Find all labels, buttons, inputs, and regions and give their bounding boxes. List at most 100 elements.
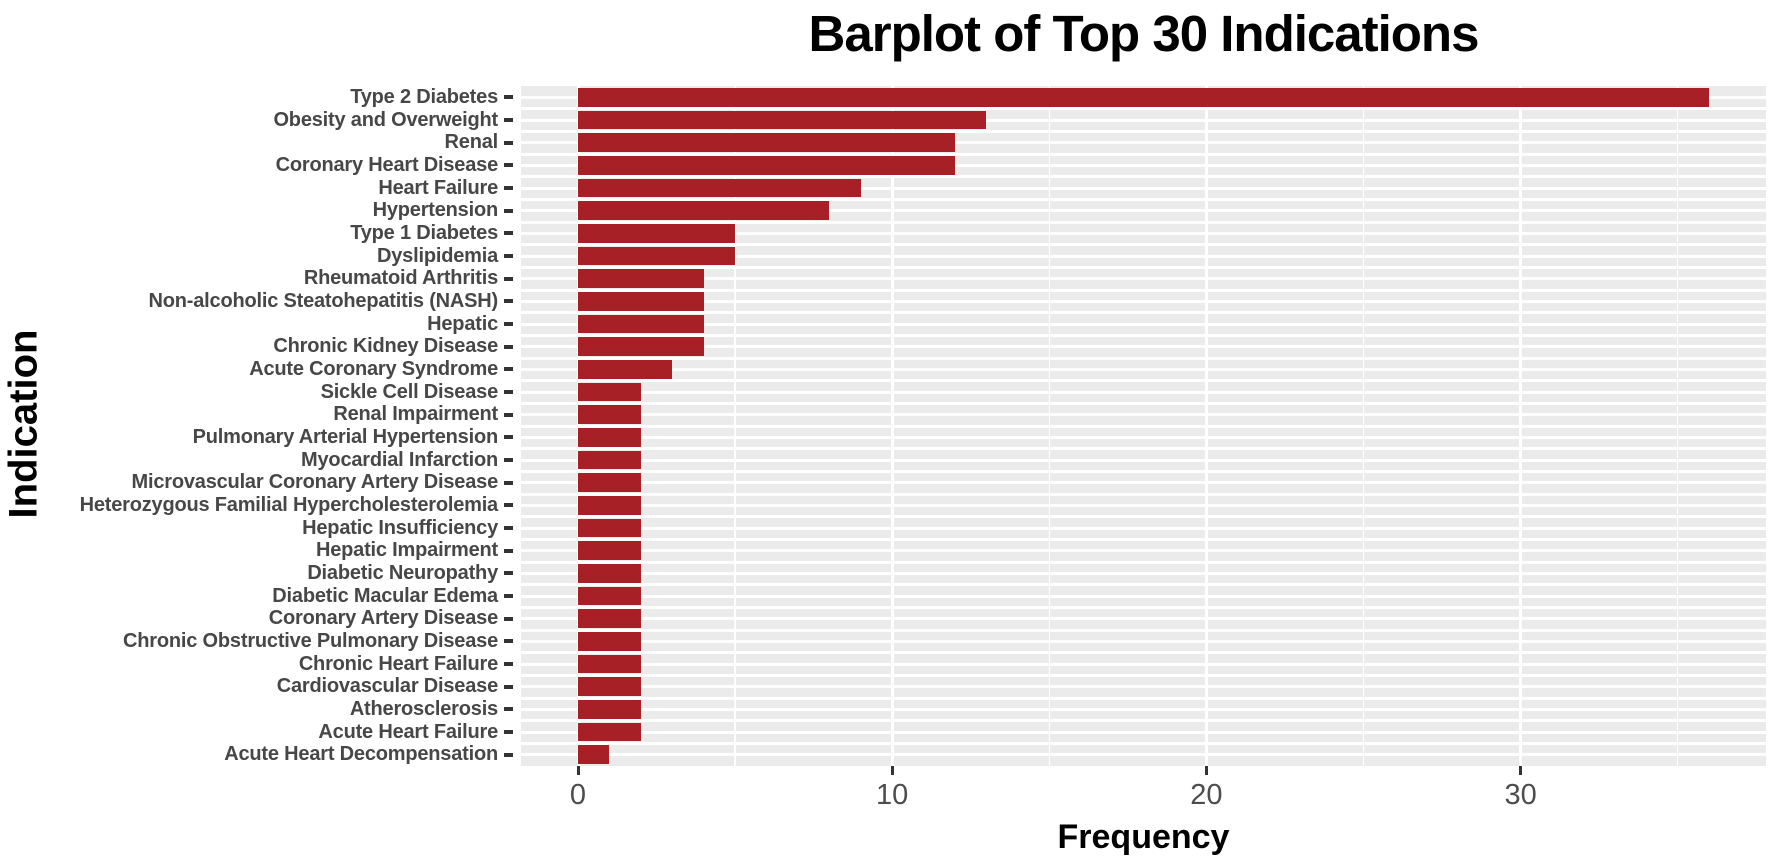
row-separator	[521, 447, 1766, 451]
bar	[578, 382, 641, 402]
bar	[578, 428, 641, 447]
gridline-major-y	[521, 209, 1766, 213]
bar	[578, 586, 641, 606]
gridline-major-y	[521, 186, 1766, 190]
row-separator	[521, 311, 1766, 315]
bar	[578, 337, 704, 356]
row-separator	[521, 333, 1766, 337]
y-tick-mark	[504, 752, 513, 757]
row-separator	[521, 175, 1766, 179]
row-separator	[521, 220, 1766, 224]
bar	[578, 360, 673, 379]
plot-panel	[521, 86, 1766, 766]
y-tick-mark	[504, 458, 513, 462]
gridline-major-y	[521, 299, 1766, 303]
gridline-major-y	[521, 163, 1766, 167]
category-label: Coronary Heart Disease	[275, 154, 499, 176]
gridline-major-y	[521, 639, 1766, 643]
gridline-major-y	[521, 503, 1766, 507]
x-tick-label: 20	[1190, 779, 1223, 811]
y-tick-mark	[504, 435, 513, 440]
bar	[578, 156, 956, 175]
bar	[578, 88, 1710, 107]
bar	[578, 133, 956, 152]
category-label: Type 1 Diabetes	[350, 222, 498, 244]
row-separator	[521, 152, 1766, 156]
gridline-major-y	[521, 254, 1766, 258]
row-separator	[521, 741, 1766, 745]
category-label: Hepatic Insufficiency	[302, 516, 498, 539]
bar	[578, 496, 641, 515]
category-label: Chronic Obstructive Pulmonary Disease	[123, 630, 498, 652]
row-separator	[521, 469, 1766, 473]
row-separator	[521, 492, 1766, 496]
bar	[578, 405, 641, 424]
bar	[578, 654, 641, 674]
row-separator	[521, 197, 1766, 201]
y-tick-mark	[504, 322, 513, 326]
category-label: Diabetic Macular Edema	[272, 584, 498, 607]
gridline-major-y	[521, 481, 1766, 485]
x-tick-label: 0	[569, 779, 587, 811]
category-label: Renal	[444, 131, 499, 154]
x-tick-label: 10	[876, 779, 909, 811]
bar	[578, 246, 736, 266]
row-separator	[521, 583, 1766, 587]
bar	[578, 564, 641, 583]
y-tick-mark	[504, 616, 513, 621]
bar	[578, 269, 704, 288]
y-tick-mark	[504, 707, 513, 712]
row-separator	[521, 696, 1766, 700]
x-tick-mark	[1519, 766, 1523, 775]
row-separator	[521, 673, 1766, 677]
y-tick-mark	[504, 662, 513, 666]
bar	[578, 518, 641, 538]
gridline-major-y	[521, 707, 1766, 711]
category-label: Heterozygous Familial Hypercholesterolem…	[79, 494, 499, 516]
row-separator	[521, 356, 1766, 360]
gridline-major-y	[521, 549, 1766, 553]
bar	[578, 292, 704, 311]
gridline-major-y	[521, 594, 1766, 598]
y-tick-mark	[504, 367, 513, 372]
category-label: Non-alcoholic Steatohepatitis (NASH)	[148, 290, 499, 312]
row-separator	[521, 515, 1766, 519]
row-separator	[521, 243, 1766, 247]
gridline-major-y	[521, 413, 1766, 417]
bar	[578, 541, 641, 560]
row-separator	[521, 107, 1766, 111]
bar	[578, 677, 641, 696]
x-tick-mark	[1204, 766, 1208, 775]
category-label: Myocardial Infarction	[301, 448, 498, 471]
gridline-major-y	[521, 390, 1766, 394]
y-tick-mark	[504, 299, 513, 304]
category-label: Renal Impairment	[333, 403, 498, 426]
category-label: Sickle Cell Disease	[320, 380, 499, 403]
y-tick-mark	[504, 480, 513, 485]
x-tick-mark	[576, 766, 580, 775]
bar	[578, 609, 641, 628]
y-tick-mark	[504, 639, 513, 644]
category-label: Microvascular Coronary Artery Disease	[131, 471, 499, 494]
category-label: Diabetic Neuropathy	[307, 562, 498, 584]
bar	[578, 201, 830, 220]
gridline-major-y	[521, 571, 1766, 575]
bar	[578, 473, 641, 492]
category-label: Chronic Heart Failure	[298, 652, 498, 675]
row-separator	[521, 628, 1766, 632]
row-separator	[521, 129, 1766, 133]
category-label: Dyslipidemia	[377, 244, 498, 267]
y-tick-mark	[504, 412, 513, 417]
y-tick-mark	[504, 526, 513, 530]
category-label: Acute Heart Failure	[318, 720, 498, 743]
row-separator	[521, 605, 1766, 609]
bar	[578, 314, 704, 334]
category-label: Type 2 Diabetes	[350, 86, 498, 108]
row-separator	[521, 651, 1766, 655]
category-label: Hepatic Impairment	[315, 539, 498, 562]
y-tick-mark	[504, 344, 513, 349]
row-separator	[521, 719, 1766, 723]
gridline-major-y	[521, 367, 1766, 371]
gridline-major-y	[521, 753, 1766, 757]
